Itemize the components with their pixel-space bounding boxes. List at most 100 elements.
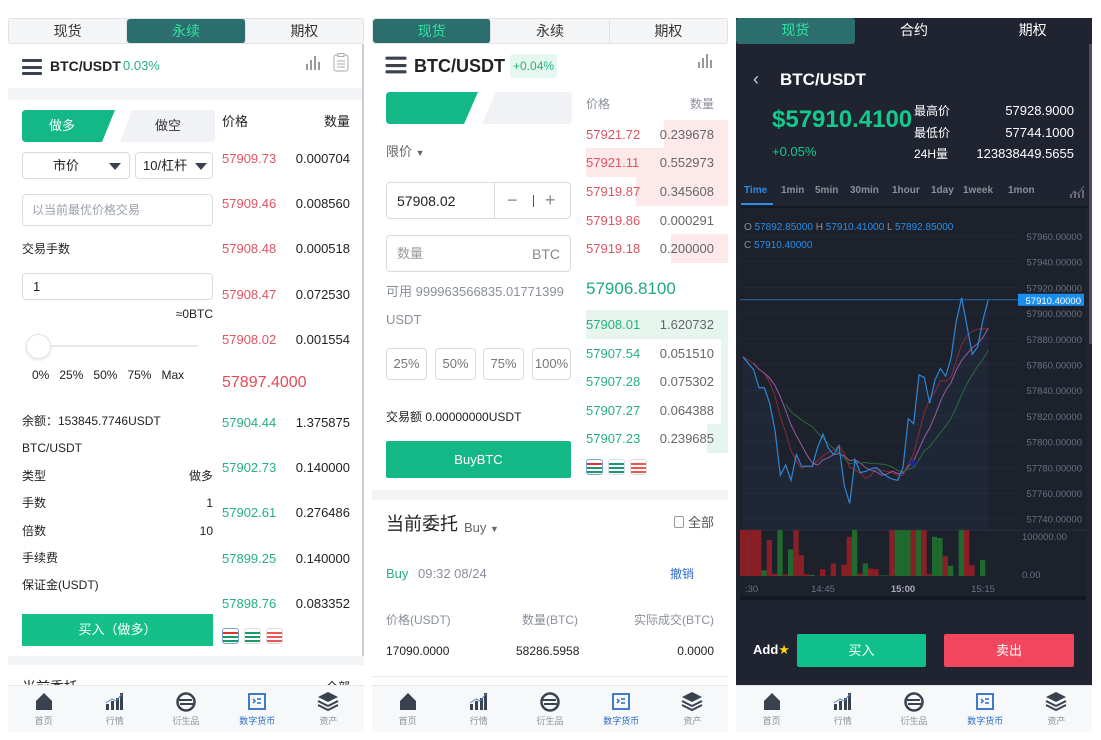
buy-btc-button[interactable]: BuyBTC <box>386 441 571 478</box>
tab-options[interactable]: 期权 <box>1018 22 1047 38</box>
book-row[interactable]: 57907.27 0.064388 <box>372 396 728 425</box>
minus-icon[interactable]: − <box>507 190 518 210</box>
nav-item-derivatives[interactable]: 衍生品 <box>514 686 585 732</box>
tab-options[interactable]: 期权 <box>654 23 683 39</box>
nav-item-assets[interactable]: 资产 <box>1021 686 1092 732</box>
nav-item-derivatives[interactable]: 衍生品 <box>150 686 221 732</box>
timeframe-1hour[interactable]: 1hour <box>892 185 920 196</box>
pct-75[interactable]: 75% <box>127 368 152 382</box>
all-orders-link[interactable]: 全部 <box>673 514 714 532</box>
menu-icon[interactable] <box>22 59 42 75</box>
percent-button[interactable]: 50% <box>435 348 476 380</box>
buy-button[interactable]: 买入 <box>797 634 926 667</box>
tab-spot[interactable]: 现货 <box>9 19 128 43</box>
nav-item-home[interactable]: 首页 <box>8 686 79 732</box>
timeframe-1day[interactable]: 1day <box>931 185 954 196</box>
short-tab[interactable]: 做空 <box>154 118 181 133</box>
tab-perpetual[interactable]: 永续 <box>491 19 610 43</box>
pct-25[interactable]: 25% <box>59 368 84 382</box>
timeframe-30min[interactable]: 30min <box>850 185 879 196</box>
order-type-select[interactable]: 市价 <box>22 152 130 179</box>
lots-input[interactable]: 1 <box>22 273 213 300</box>
pct-0[interactable]: 0% <box>32 368 50 382</box>
timeframe-5min[interactable]: 5min <box>815 185 839 196</box>
tab-spot[interactable]: 现货 <box>736 18 855 44</box>
book-row[interactable]: 57909.73 0.000704 <box>8 150 364 168</box>
nav-item-market[interactable]: 行情 <box>807 686 878 732</box>
indicator-icon[interactable] <box>1069 185 1085 198</box>
book-row[interactable]: 57921.72 0.239678 <box>372 120 728 149</box>
tab-spot[interactable]: 现货 <box>373 19 492 43</box>
sell-button[interactable]: 卖出 <box>944 634 1074 667</box>
timeframe-1week[interactable]: 1week <box>963 185 994 196</box>
timeframe-Time[interactable]: Time <box>744 185 768 196</box>
book-row[interactable]: 57921.11 0.552973 <box>372 148 728 177</box>
book-view-both-icon[interactable] <box>586 459 603 475</box>
back-icon[interactable]: ‹ <box>753 69 759 89</box>
book-row[interactable]: 57907.28 0.075302 <box>372 367 728 396</box>
book-row[interactable]: 57919.86 0.000291 <box>372 212 728 230</box>
book-view-both-icon[interactable] <box>222 628 239 644</box>
leverage-select[interactable]: 10/杠杆 <box>135 152 213 179</box>
book-row[interactable]: 57902.61 0.276486 <box>8 504 364 522</box>
nav-item-market[interactable]: 行情 <box>79 686 150 732</box>
nav-item-home[interactable]: 首页 <box>736 686 807 732</box>
document-icon[interactable] <box>333 53 349 72</box>
nav-item-home[interactable]: 首页 <box>372 686 443 732</box>
slider-handle[interactable] <box>26 334 51 359</box>
orders-filter[interactable]: Buy ▼ <box>464 519 499 538</box>
book-row[interactable]: 57908.02 0.001554 <box>8 331 364 349</box>
tab-options[interactable]: 期权 <box>290 23 319 39</box>
book-view-asks-icon[interactable] <box>266 628 283 644</box>
book-row[interactable]: 57898.76 0.083352 <box>8 595 364 613</box>
book-row[interactable]: 57899.25 0.140000 <box>8 550 364 568</box>
nav-item-digital-currency[interactable]: 数字货币 <box>222 686 293 732</box>
nav-item-assets[interactable]: 资产 <box>657 686 728 732</box>
book-row[interactable]: 57907.23 0.239685 <box>372 424 728 453</box>
timeframe-1min[interactable]: 1min <box>781 185 805 196</box>
nav-item-digital-currency[interactable]: 数字货币 <box>586 686 657 732</box>
book-row[interactable]: 57919.87 0.345608 <box>372 177 728 206</box>
pct-50[interactable]: 50% <box>93 368 118 382</box>
book-row[interactable]: 57908.48 0.000518 <box>8 240 364 258</box>
book-view-bids-icon[interactable] <box>608 459 625 475</box>
slider-track[interactable] <box>32 345 198 347</box>
long-tab[interactable]: 做多 <box>48 118 75 133</box>
buy-long-button[interactable]: 买入（做多） <box>22 614 213 646</box>
nav-item-market[interactable]: 行情 <box>443 686 514 732</box>
price-input[interactable]: 以当前最优价格交易 <box>22 194 213 226</box>
buy-sell-toggle[interactable] <box>386 92 572 124</box>
tab-contract[interactable]: 合约 <box>900 22 928 38</box>
menu-icon[interactable] <box>385 56 407 74</box>
book-row[interactable]: 57908.47 0.072530 <box>8 286 364 304</box>
percent-button[interactable]: 75% <box>483 348 524 380</box>
pct-max[interactable]: Max <box>161 368 185 382</box>
price-input[interactable]: 57908.02 − + <box>386 182 571 219</box>
cancel-order-button[interactable]: 撤销 <box>670 567 695 581</box>
nav-item-digital-currency[interactable]: 数字货币 <box>950 686 1021 732</box>
percent-button[interactable]: 100% <box>532 348 571 380</box>
add-favorite-button[interactable]: Add★ <box>753 641 790 659</box>
tab-perpetual[interactable]: 永续 <box>127 19 246 43</box>
chart-icon[interactable] <box>697 54 713 68</box>
book-row[interactable]: 57919.18 0.200000 <box>372 234 728 263</box>
chart-icon[interactable] <box>305 56 321 70</box>
book-view-bids-icon[interactable] <box>244 628 261 644</box>
book-row[interactable]: 57902.73 0.140000 <box>8 459 364 477</box>
scrollbar[interactable] <box>362 44 364 658</box>
timeframe-1mon[interactable]: 1mon <box>1008 185 1035 196</box>
book-row[interactable]: 57908.01 1.620732 <box>372 310 728 339</box>
price-chart[interactable]: 57960.00000 57940.00000 57920.00000 57900.0… <box>740 208 1086 600</box>
quantity-input[interactable]: 数量 BTC <box>386 235 571 272</box>
nav-item-assets[interactable]: 资产 <box>293 686 364 732</box>
book-row[interactable]: 57907.54 0.051510 <box>372 339 728 368</box>
nav-item-derivatives[interactable]: 衍生品 <box>878 686 949 732</box>
book-row[interactable]: 57904.44 1.375875 <box>8 414 364 432</box>
book-qty: 0.072530 <box>295 287 350 302</box>
percent-button[interactable]: 25% <box>386 348 427 380</box>
scrollbar[interactable] <box>1089 44 1092 344</box>
book-row[interactable]: 57909.46 0.008560 <box>8 195 364 213</box>
book-view-asks-icon[interactable] <box>630 459 647 475</box>
order-type-select[interactable]: 限价 ▼ <box>386 143 425 162</box>
plus-icon[interactable]: + <box>545 190 556 210</box>
